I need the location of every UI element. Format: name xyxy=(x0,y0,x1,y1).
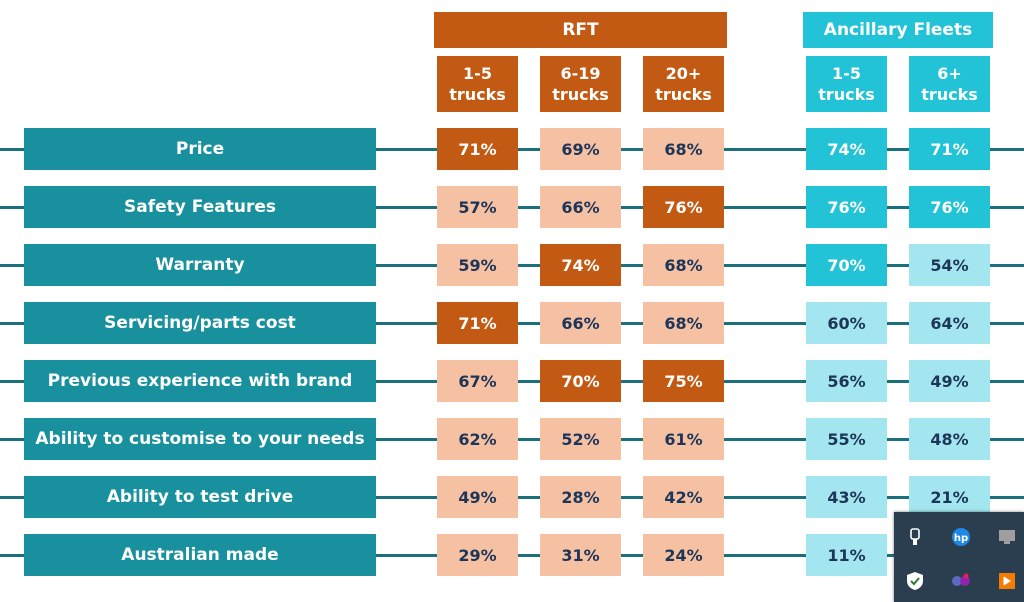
value-cell: 24% xyxy=(643,534,724,576)
value-cell: 70% xyxy=(806,244,887,286)
column-header-line2: trucks xyxy=(552,85,609,104)
column-header-line2: trucks xyxy=(818,85,875,104)
value-cell: 66% xyxy=(540,186,621,228)
value-cell: 62% xyxy=(437,418,518,460)
value-cell: 60% xyxy=(806,302,887,344)
column-header: 1-5 trucks xyxy=(806,56,887,112)
row-label: Servicing/parts cost xyxy=(24,302,376,344)
app-icon[interactable] xyxy=(996,526,1018,548)
value-cell: 61% xyxy=(643,418,724,460)
column-header-line1: 6-19 xyxy=(560,64,601,83)
row-label: Price xyxy=(24,128,376,170)
value-cell: 57% xyxy=(437,186,518,228)
value-cell: 68% xyxy=(643,244,724,286)
group-header: RFT xyxy=(434,12,727,48)
audio-icon[interactable] xyxy=(996,570,1018,592)
system-tray-popup: hp xyxy=(894,512,1024,602)
svg-text:hp: hp xyxy=(954,533,968,544)
value-cell: 76% xyxy=(806,186,887,228)
column-header-line1: 20+ xyxy=(665,64,702,83)
row-label: Previous experience with brand xyxy=(24,360,376,402)
value-cell: 76% xyxy=(643,186,724,228)
value-cell: 68% xyxy=(643,128,724,170)
value-cell: 66% xyxy=(540,302,621,344)
column-header-line2: trucks xyxy=(921,85,978,104)
shield-icon[interactable] xyxy=(904,570,926,592)
value-cell: 49% xyxy=(437,476,518,518)
column-header: 6+ trucks xyxy=(909,56,990,112)
value-cell: 11% xyxy=(806,534,887,576)
value-cell: 55% xyxy=(806,418,887,460)
value-cell: 70% xyxy=(540,360,621,402)
value-cell: 21% xyxy=(909,476,990,518)
row-label: Ability to test drive xyxy=(24,476,376,518)
column-header-line2: trucks xyxy=(655,85,712,104)
usb-icon[interactable] xyxy=(904,526,926,548)
value-cell: 75% xyxy=(643,360,724,402)
row-label: Safety Features xyxy=(24,186,376,228)
column-header: 6-19 trucks xyxy=(540,56,621,112)
value-cell: 71% xyxy=(437,128,518,170)
row-label: Australian made xyxy=(24,534,376,576)
value-cell: 76% xyxy=(909,186,990,228)
column-header: 1-5 trucks xyxy=(437,56,518,112)
value-cell: 74% xyxy=(806,128,887,170)
column-header-line2: trucks xyxy=(449,85,506,104)
row-label: Ability to customise to your needs xyxy=(24,418,376,460)
group-header: Ancillary Fleets xyxy=(803,12,993,48)
column-header: 20+ trucks xyxy=(643,56,724,112)
value-cell: 49% xyxy=(909,360,990,402)
value-cell: 68% xyxy=(643,302,724,344)
value-cell: 69% xyxy=(540,128,621,170)
value-cell: 71% xyxy=(909,128,990,170)
value-cell: 29% xyxy=(437,534,518,576)
value-cell: 31% xyxy=(540,534,621,576)
row-label: Warranty xyxy=(24,244,376,286)
value-cell: 52% xyxy=(540,418,621,460)
value-cell: 67% xyxy=(437,360,518,402)
value-cell: 59% xyxy=(437,244,518,286)
value-cell: 54% xyxy=(909,244,990,286)
value-cell: 43% xyxy=(806,476,887,518)
column-header-line1: 6+ xyxy=(937,64,962,83)
column-header-line1: 1-5 xyxy=(832,64,861,83)
value-cell: 74% xyxy=(540,244,621,286)
teams-icon[interactable] xyxy=(950,570,972,592)
hp-icon[interactable]: hp xyxy=(950,526,972,548)
value-cell: 64% xyxy=(909,302,990,344)
value-cell: 42% xyxy=(643,476,724,518)
value-cell: 71% xyxy=(437,302,518,344)
column-header-line1: 1-5 xyxy=(463,64,492,83)
value-cell: 28% xyxy=(540,476,621,518)
value-cell: 56% xyxy=(806,360,887,402)
value-cell: 48% xyxy=(909,418,990,460)
